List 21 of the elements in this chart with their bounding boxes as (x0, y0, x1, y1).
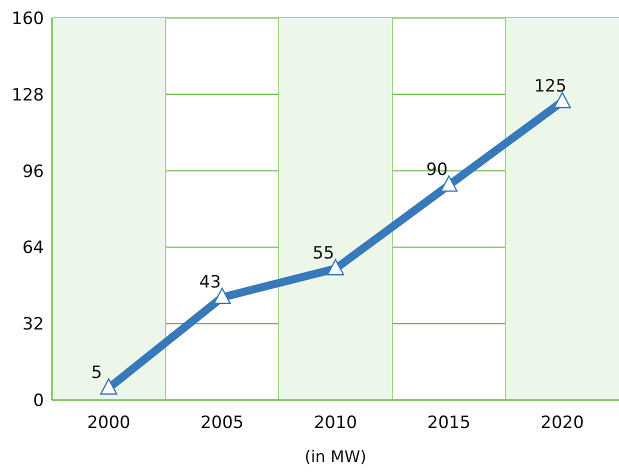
x-tick-label: 2000 (87, 413, 130, 434)
data-label: 5 (91, 363, 102, 384)
y-tick-label: 32 (22, 314, 44, 335)
x-tick-label: 2015 (427, 413, 471, 434)
x-tick-label: 2005 (200, 413, 244, 434)
data-label: 125 (534, 76, 567, 97)
point (326, 259, 344, 276)
x-tick-label: 2010 (314, 413, 358, 434)
x-axis-title: (in MW) (304, 447, 366, 466)
y-tick-label: 0 (33, 391, 44, 412)
y-tick-label: 160 (12, 9, 44, 30)
y-tick-label: 96 (22, 162, 44, 182)
point (554, 92, 571, 108)
data-label: 55 (312, 244, 334, 264)
y-tick-label: 128 (12, 85, 44, 106)
point (213, 288, 231, 304)
y-tick-label: 64 (22, 238, 44, 258)
point (100, 378, 118, 395)
data-label: 43 (199, 272, 221, 292)
point (440, 175, 458, 192)
x-tick-label: 2020 (540, 413, 584, 434)
